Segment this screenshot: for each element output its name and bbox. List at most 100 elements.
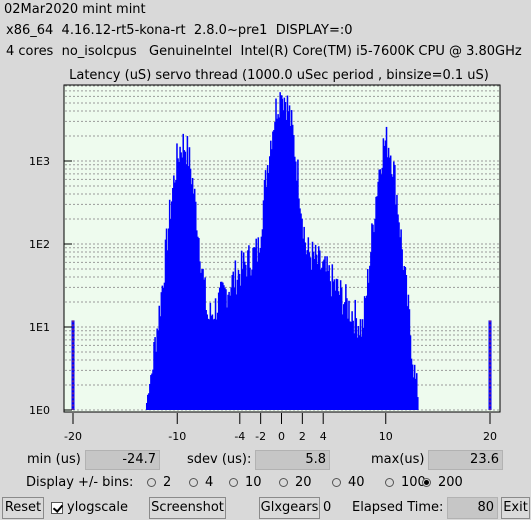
histogram-bar bbox=[202, 268, 204, 410]
histogram-bar bbox=[368, 282, 370, 410]
x-tick-label: -4 bbox=[234, 430, 245, 443]
histogram-bar bbox=[264, 170, 267, 410]
histogram-bar bbox=[364, 298, 367, 410]
histogram-bar bbox=[270, 140, 272, 410]
histogram-bar bbox=[276, 118, 278, 411]
screenshot-button[interactable]: Screenshot bbox=[149, 497, 226, 519]
histogram-bar bbox=[412, 377, 415, 410]
histogram-bar bbox=[243, 261, 246, 410]
histogram-bar bbox=[358, 335, 361, 410]
histogram-bar bbox=[383, 145, 386, 410]
histogram-bar bbox=[324, 256, 326, 410]
histogram-bar bbox=[321, 267, 323, 410]
min-value: -24.7 bbox=[85, 450, 160, 470]
histogram-bar bbox=[313, 258, 316, 410]
histogram-bar bbox=[332, 281, 335, 410]
histogram-bar bbox=[316, 264, 319, 410]
bins-radio-label: 20 bbox=[295, 475, 312, 490]
histogram-bar bbox=[178, 161, 180, 410]
histogram-bar bbox=[333, 279, 336, 410]
histogram-bar bbox=[242, 252, 245, 410]
radio-circle-icon bbox=[279, 478, 288, 487]
histogram-bar bbox=[161, 285, 164, 410]
histogram-bar bbox=[289, 125, 292, 411]
histogram-bar bbox=[211, 314, 214, 410]
reset-button[interactable]: Reset bbox=[2, 497, 44, 519]
histogram-bar bbox=[163, 282, 166, 410]
histogram-bar bbox=[255, 238, 257, 410]
histogram-bar bbox=[272, 131, 274, 410]
histogram-bar bbox=[153, 341, 155, 410]
histogram-bar bbox=[362, 327, 365, 410]
histogram-bar bbox=[164, 239, 167, 410]
histogram-bar bbox=[345, 284, 347, 410]
histogram-bar bbox=[200, 272, 202, 410]
histogram-bar bbox=[373, 232, 375, 410]
histogram-bar bbox=[365, 295, 368, 410]
histogram-bar bbox=[335, 278, 338, 410]
bins-radio-40[interactable]: 40 bbox=[332, 475, 365, 490]
histogram-bar bbox=[147, 394, 149, 410]
histogram-bar bbox=[388, 157, 391, 410]
bins-radio-10[interactable]: 10 bbox=[229, 475, 262, 490]
bins-label: Display +/- bins: bbox=[26, 475, 134, 490]
histogram-bar bbox=[396, 194, 398, 410]
bins-radio-200[interactable]: 200 bbox=[422, 475, 463, 490]
histogram-bar bbox=[329, 281, 331, 410]
histogram-bar bbox=[229, 295, 231, 410]
histogram-bar bbox=[237, 269, 240, 410]
histogram-bar bbox=[186, 136, 189, 410]
histogram-bar bbox=[344, 302, 346, 410]
histogram-bar bbox=[234, 260, 237, 410]
histogram-bar bbox=[291, 124, 294, 410]
histogram-bar bbox=[331, 264, 334, 410]
glxgears-button[interactable]: Glxgears bbox=[259, 497, 320, 519]
histogram-bar bbox=[235, 294, 238, 410]
histogram-bar bbox=[165, 228, 168, 410]
y-tick-label: 1E0 bbox=[29, 404, 50, 417]
bins-radio-label: 10 bbox=[245, 475, 262, 490]
x-tick-label: -10 bbox=[168, 430, 186, 443]
histogram-bar bbox=[177, 158, 179, 410]
sdev-label: sdev (us): bbox=[187, 452, 252, 467]
histogram-bar bbox=[377, 181, 379, 410]
histogram-bar bbox=[302, 238, 304, 410]
histogram-bar bbox=[253, 247, 255, 410]
histogram-bar bbox=[246, 276, 248, 410]
histogram-bar bbox=[260, 236, 263, 410]
radio-circle-icon bbox=[147, 478, 156, 487]
histogram-bar bbox=[350, 321, 352, 410]
histogram-bar bbox=[353, 333, 355, 410]
histogram-bar bbox=[296, 180, 298, 410]
histogram-bar bbox=[180, 152, 182, 410]
histogram-bar bbox=[339, 280, 342, 410]
histogram-bar bbox=[314, 244, 317, 410]
glxgears-count: 0 bbox=[323, 500, 332, 515]
bins-radio-100[interactable]: 100 bbox=[385, 475, 426, 490]
histogram-bar bbox=[230, 287, 232, 410]
bins-radio-2[interactable]: 2 bbox=[147, 475, 171, 490]
ylogscale-checkbox[interactable] bbox=[51, 502, 63, 514]
histogram-bar bbox=[390, 174, 393, 410]
histogram-bar bbox=[192, 193, 195, 410]
exit-button[interactable]: Exit bbox=[501, 497, 530, 519]
system-info-line: x86_64 4.16.12-rt5-kona-rt 2.8.0~pre1 DI… bbox=[6, 23, 353, 38]
histogram-bar bbox=[290, 110, 293, 410]
histogram-bar bbox=[330, 296, 333, 410]
histogram-bar bbox=[337, 291, 340, 410]
histogram-bar bbox=[222, 282, 224, 410]
histogram-bar bbox=[214, 298, 217, 410]
bins-radio-4[interactable]: 4 bbox=[189, 475, 213, 490]
histogram-bar bbox=[183, 150, 186, 410]
histogram-bar bbox=[170, 201, 173, 410]
histogram-bar bbox=[205, 310, 207, 410]
bins-radio-20[interactable]: 20 bbox=[279, 475, 312, 490]
histogram-bar bbox=[399, 237, 401, 410]
histogram-bar bbox=[151, 373, 153, 410]
histogram-bar bbox=[347, 318, 349, 410]
histogram-bar bbox=[413, 364, 416, 410]
histogram-bar bbox=[268, 156, 271, 410]
histogram-bar bbox=[309, 257, 312, 410]
y-tick-label: 1E2 bbox=[29, 238, 50, 251]
histogram-bar bbox=[245, 264, 247, 410]
